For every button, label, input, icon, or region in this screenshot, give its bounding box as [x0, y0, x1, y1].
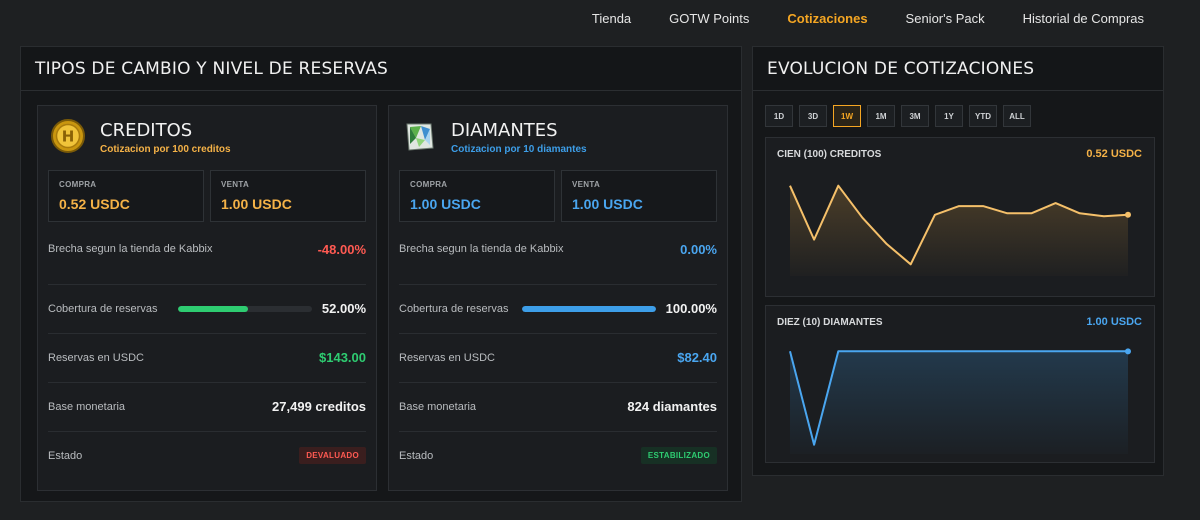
- chart-last-point: [1125, 348, 1131, 355]
- range-1w-button[interactable]: 1W: [833, 105, 861, 127]
- status-badge: DEVALUADO: [299, 447, 366, 464]
- compra-label: COMPRA: [410, 180, 448, 189]
- venta-value: 1.00 USDC: [572, 196, 643, 212]
- range-1m-button[interactable]: 1M: [867, 105, 895, 127]
- venta-value: 1.00 USDC: [221, 196, 292, 212]
- base-label: Base monetaria: [399, 400, 477, 413]
- compra-value: 0.52 USDC: [59, 196, 130, 212]
- chart-area-fill: [790, 185, 1128, 276]
- nav-historial-de-compras[interactable]: Historial de Compras: [1022, 10, 1144, 26]
- exchange-rates-title: TIPOS DE CAMBIO Y NIVEL DE RESERVAS: [21, 47, 741, 91]
- cobertura-value: 52.00%: [321, 301, 366, 316]
- cobertura-value: 100.00%: [665, 301, 717, 316]
- brecha-value: 0.00%: [680, 241, 717, 257]
- venta-label: VENTA: [221, 180, 250, 189]
- svg-text:H: H: [62, 128, 75, 146]
- range-all-button[interactable]: ALL: [1003, 105, 1031, 127]
- diamantes-compra-box: COMPRA 1.00 USDC: [399, 170, 555, 222]
- estado-row: Estado ESTABILIZADO: [399, 431, 717, 479]
- compra-label: COMPRA: [59, 180, 97, 189]
- base-row: Base monetaria 27,499 creditos: [48, 382, 366, 430]
- range-3m-button[interactable]: 3M: [901, 105, 929, 127]
- creditos-chart-title: CIEN (100) CREDITOS: [777, 149, 882, 160]
- range-3d-button[interactable]: 3D: [799, 105, 827, 127]
- creditos-chart: CIEN (100) CREDITOS 0.52 USDC: [765, 137, 1155, 297]
- creditos-card: H CREDITOS Cotizacion por 100 creditos C…: [37, 105, 377, 491]
- diamantes-chart: DIEZ (10) DIAMANTES 1.00 USDC: [765, 305, 1155, 463]
- creditos-chart-price: 0.52 USDC: [1086, 148, 1142, 160]
- estado-row: Estado DEVALUADO: [48, 431, 366, 479]
- nav-gotw-points[interactable]: GOTW Points: [669, 10, 750, 26]
- base-label: Base monetaria: [48, 400, 126, 413]
- diamond-icon: [406, 123, 434, 151]
- base-value: 27,499 creditos: [272, 399, 366, 414]
- brecha-row: Brecha segun la tienda de Kabbix 0.00%: [399, 225, 717, 273]
- cobertura-bar-fill: [177, 305, 248, 312]
- diamantes-chart-price: 1.00 USDC: [1086, 316, 1142, 328]
- range-selector: 1D 3D 1W 1M 3M 1Y YTD ALL: [765, 105, 1037, 127]
- reservas-value: $143.00: [319, 350, 366, 365]
- cobertura-bar: [521, 305, 656, 312]
- creditos-compra-box: COMPRA 0.52 USDC: [48, 170, 204, 222]
- reservas-row: Reservas en USDC $82.40: [399, 333, 717, 381]
- brecha-value: -48.00%: [317, 241, 366, 257]
- creditos-title: CREDITOS: [100, 120, 193, 141]
- chart-area-fill: [790, 351, 1128, 454]
- diamantes-card: DIAMANTES Cotizacion por 10 diamantes CO…: [388, 105, 728, 491]
- cobertura-bar-wrap: 52.00%: [177, 301, 366, 316]
- chart-last-point: [1125, 211, 1131, 218]
- range-1d-button[interactable]: 1D: [765, 105, 793, 127]
- range-1y-button[interactable]: 1Y: [935, 105, 963, 127]
- cobertura-label: Cobertura de reservas: [48, 302, 158, 315]
- chart-series-line: [789, 184, 1129, 266]
- reservas-label: Reservas en USDC: [48, 351, 144, 364]
- creditos-venta-box: VENTA 1.00 USDC: [210, 170, 366, 222]
- venta-label: VENTA: [572, 180, 601, 189]
- brecha-label: Brecha segun la tienda de Kabbix: [48, 243, 213, 255]
- reservas-row: Reservas en USDC $143.00: [48, 333, 366, 381]
- reservas-value: $82.40: [677, 350, 717, 365]
- brecha-label: Brecha segun la tienda de Kabbix: [399, 243, 564, 255]
- cobertura-bar-wrap: 100.00%: [521, 301, 717, 316]
- diamantes-chart-title: DIEZ (10) DIAMANTES: [777, 317, 883, 328]
- credit-coin-icon: H: [51, 119, 85, 153]
- chart-series-line: [789, 350, 1128, 446]
- cobertura-row: Cobertura de reservas 52.00%: [48, 284, 366, 332]
- price-evolution-panel: EVOLUCION DE COTIZACIONES 1D 3D 1W 1M 3M…: [752, 46, 1164, 476]
- base-row: Base monetaria 824 diamantes: [399, 382, 717, 430]
- range-ytd-button[interactable]: YTD: [969, 105, 997, 127]
- cobertura-row: Cobertura de reservas 100.00%: [399, 284, 717, 332]
- base-value: 824 diamantes: [627, 399, 717, 414]
- nav-tienda[interactable]: Tienda: [591, 10, 632, 26]
- cobertura-bar: [177, 305, 312, 312]
- exchange-rates-panel: TIPOS DE CAMBIO Y NIVEL DE RESERVAS H CR…: [20, 46, 742, 502]
- cobertura-label: Cobertura de reservas: [399, 302, 509, 315]
- nav-cotizaciones[interactable]: Cotizaciones: [787, 10, 868, 26]
- compra-value: 1.00 USDC: [410, 196, 481, 212]
- diamantes-chart-svg: [789, 348, 1131, 454]
- diamantes-title: DIAMANTES: [451, 120, 558, 141]
- creditos-chart-svg: [789, 184, 1131, 276]
- estado-label: Estado: [399, 449, 434, 462]
- price-evolution-title: EVOLUCION DE COTIZACIONES: [753, 47, 1163, 91]
- reservas-label: Reservas en USDC: [399, 351, 495, 364]
- cobertura-bar-fill: [521, 305, 656, 312]
- diamantes-subtitle: Cotizacion por 10 diamantes: [451, 144, 587, 155]
- top-nav: Tienda GOTW Points Cotizaciones Senior's…: [0, 0, 1200, 36]
- estado-label: Estado: [48, 449, 83, 462]
- brecha-row: Brecha segun la tienda de Kabbix -48.00%: [48, 225, 366, 273]
- diamantes-venta-box: VENTA 1.00 USDC: [561, 170, 717, 222]
- nav-seniors-pack[interactable]: Senior's Pack: [905, 10, 985, 26]
- creditos-subtitle: Cotizacion por 100 creditos: [100, 144, 231, 155]
- status-badge: ESTABILIZADO: [640, 447, 717, 464]
